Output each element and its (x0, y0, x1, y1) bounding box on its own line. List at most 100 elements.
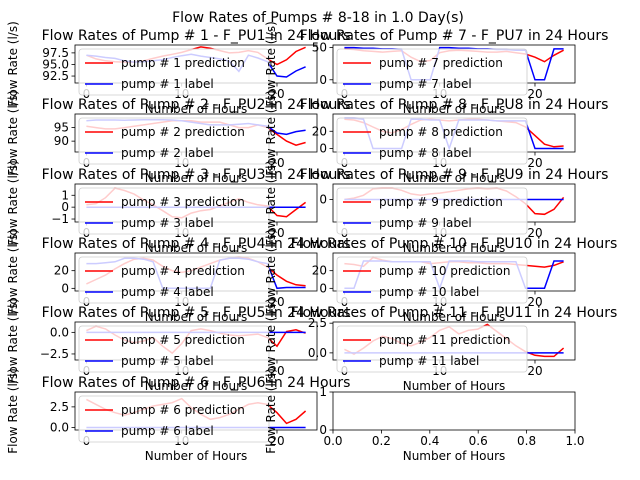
x-tick-label: 0.6 (469, 434, 488, 448)
legend-entry: pump # 3 label (121, 216, 214, 230)
y-tick-label: 2.5 (50, 400, 69, 414)
legend-entry: pump # 2 prediction (121, 125, 245, 139)
subplot-12: 0.0 0.2 0.4 0.6 0.8 1.0 0 1 Number of Hours Flow … (264, 368, 585, 463)
legend-entry: pump # 11 label (379, 354, 479, 368)
legend-box (78, 117, 270, 165)
subplot-title: Flow Rates of Pump # 11 - F_PU11 in 24 H… (291, 305, 618, 321)
legend-box (336, 117, 528, 165)
subplot-title: Flow Rates of Pump # 7 - F_PU7 in 24 Hou… (300, 28, 609, 44)
y-axis-label: Flow Rate (l/s) (264, 21, 278, 107)
legend-box (336, 187, 528, 235)
y-tick-label: 0 (319, 423, 327, 437)
y-axis-label: Flow Rate (l/s) (6, 229, 20, 315)
y-tick-label: 95 (54, 121, 69, 135)
subplot-title: Flow Rates of Pump # 1 - F_PU1 in 24 Hou… (42, 28, 351, 44)
legend-entry: pump # 4 label (121, 285, 214, 299)
x-tick-label: 20 (527, 295, 542, 309)
y-tick-label: 0 (61, 200, 69, 214)
x-axis-label: Number of Hours (145, 379, 248, 393)
subplot-title: Flow Rates of Pump # 10 - F_PU10 in 24 H… (291, 236, 618, 252)
x-tick-label: 1.0 (565, 434, 584, 448)
y-tick-label: 1 (319, 385, 327, 399)
legend-entry: pump # 5 label (121, 354, 214, 368)
y-axis-label: Flow Rate (l/s) (6, 90, 20, 176)
y-tick-label: 0.0 (50, 421, 69, 435)
x-tick-label: 20 (269, 226, 284, 240)
y-tick-label: 0 (319, 73, 327, 87)
figure-suptitle: Flow Rates of Pumps # 8-18 in 1.0 Day(s) (172, 10, 464, 26)
x-tick-label: 20 (269, 364, 284, 378)
y-axis-label: Flow Rate (l/s) (264, 298, 278, 384)
legend-box (78, 325, 270, 373)
subplot-title: Flow Rates of Pump # 6 - F_PU6 in 24 Hou… (42, 375, 351, 391)
legend-box (336, 48, 528, 96)
legend-entry: pump # 10 prediction (379, 264, 511, 278)
legend-entry: pump # 8 label (379, 146, 472, 160)
y-tick-label: 0 (319, 142, 327, 156)
y-tick-label: 20 (312, 124, 327, 138)
y-tick-label: 50 (312, 41, 327, 55)
subplot-title: Flow Rates of Pump # 9 - F_PU9 in 24 Hou… (300, 167, 609, 183)
legend-entry: pump # 4 prediction (121, 264, 245, 278)
subplot-title: Flow Rates of Pump # 3 - F_PU3 in 24 Hou… (42, 167, 351, 183)
legend-box (78, 187, 270, 235)
x-tick-label: 20 (527, 364, 542, 378)
x-tick-label: 20 (269, 295, 284, 309)
legend-entry: pump # 5 prediction (121, 333, 245, 347)
y-axis-label: Flow Rate (l/s) (264, 229, 278, 315)
subplot-title: Flow Rates of Pump # 8 - F_PU8 in 24 Hou… (300, 97, 609, 113)
y-axis-label: Flow Rate (l/s) (6, 21, 20, 107)
x-tick-label: 20 (527, 87, 542, 101)
x-tick-label: 0.0 (323, 434, 342, 448)
axes-frame (332, 391, 576, 431)
y-axis-label: Flow Rate (l/s) (264, 160, 278, 246)
x-tick-label: 20 (269, 87, 284, 101)
x-axis-label: Number of Hours (403, 102, 506, 116)
legend-box (78, 48, 270, 96)
legend-entry: pump # 11 prediction (379, 333, 511, 347)
y-axis-label: Flow Rate (l/s) (264, 90, 278, 176)
y-tick-label: 0.0 (308, 346, 327, 360)
x-tick-label: 0.4 (420, 434, 439, 448)
x-tick-label: 0.8 (517, 434, 536, 448)
x-axis-label: Number of Hours (403, 241, 506, 255)
legend-box (336, 256, 528, 304)
y-tick-label: 97.5 (42, 46, 69, 60)
subplot-title: Flow Rates of Pump # 2 - F_PU2 in 24 Hou… (42, 97, 351, 113)
y-tick-label: 20 (312, 264, 327, 278)
subplot-title: Flow Rates of Pump # 5 - F_PU5 in 24 Hou… (42, 305, 351, 321)
y-axis-label: Flow Rate (l/s) (6, 160, 20, 246)
legend-box (78, 256, 270, 304)
legend-entry: pump # 3 prediction (121, 195, 245, 209)
y-tick-label: 90 (54, 134, 69, 148)
y-tick-label: −1 (51, 212, 69, 226)
x-tick-label: 20 (527, 156, 542, 170)
x-tick-label: 20 (269, 434, 284, 448)
legend-box (78, 395, 270, 443)
y-axis-label: Flow Rate (l/s) (264, 368, 278, 454)
legend-entry: pump # 7 label (379, 77, 472, 91)
legend-entry: pump # 6 prediction (121, 403, 245, 417)
y-tick-label: 0.0 (50, 325, 69, 339)
legend-entry: pump # 7 prediction (379, 56, 503, 70)
x-tick-label: 0.2 (372, 434, 391, 448)
legend-entry: pump # 6 label (121, 424, 214, 438)
legend-entry: pump # 10 label (379, 285, 479, 299)
legend-entry: pump # 1 prediction (121, 56, 245, 70)
legend-entry: pump # 2 label (121, 146, 214, 160)
x-axis-label: Number of Hours (145, 310, 248, 324)
x-axis-label: Number of Hours (403, 310, 506, 324)
y-tick-label: 0 (319, 192, 327, 206)
legend-entry: pump # 9 label (379, 216, 472, 230)
